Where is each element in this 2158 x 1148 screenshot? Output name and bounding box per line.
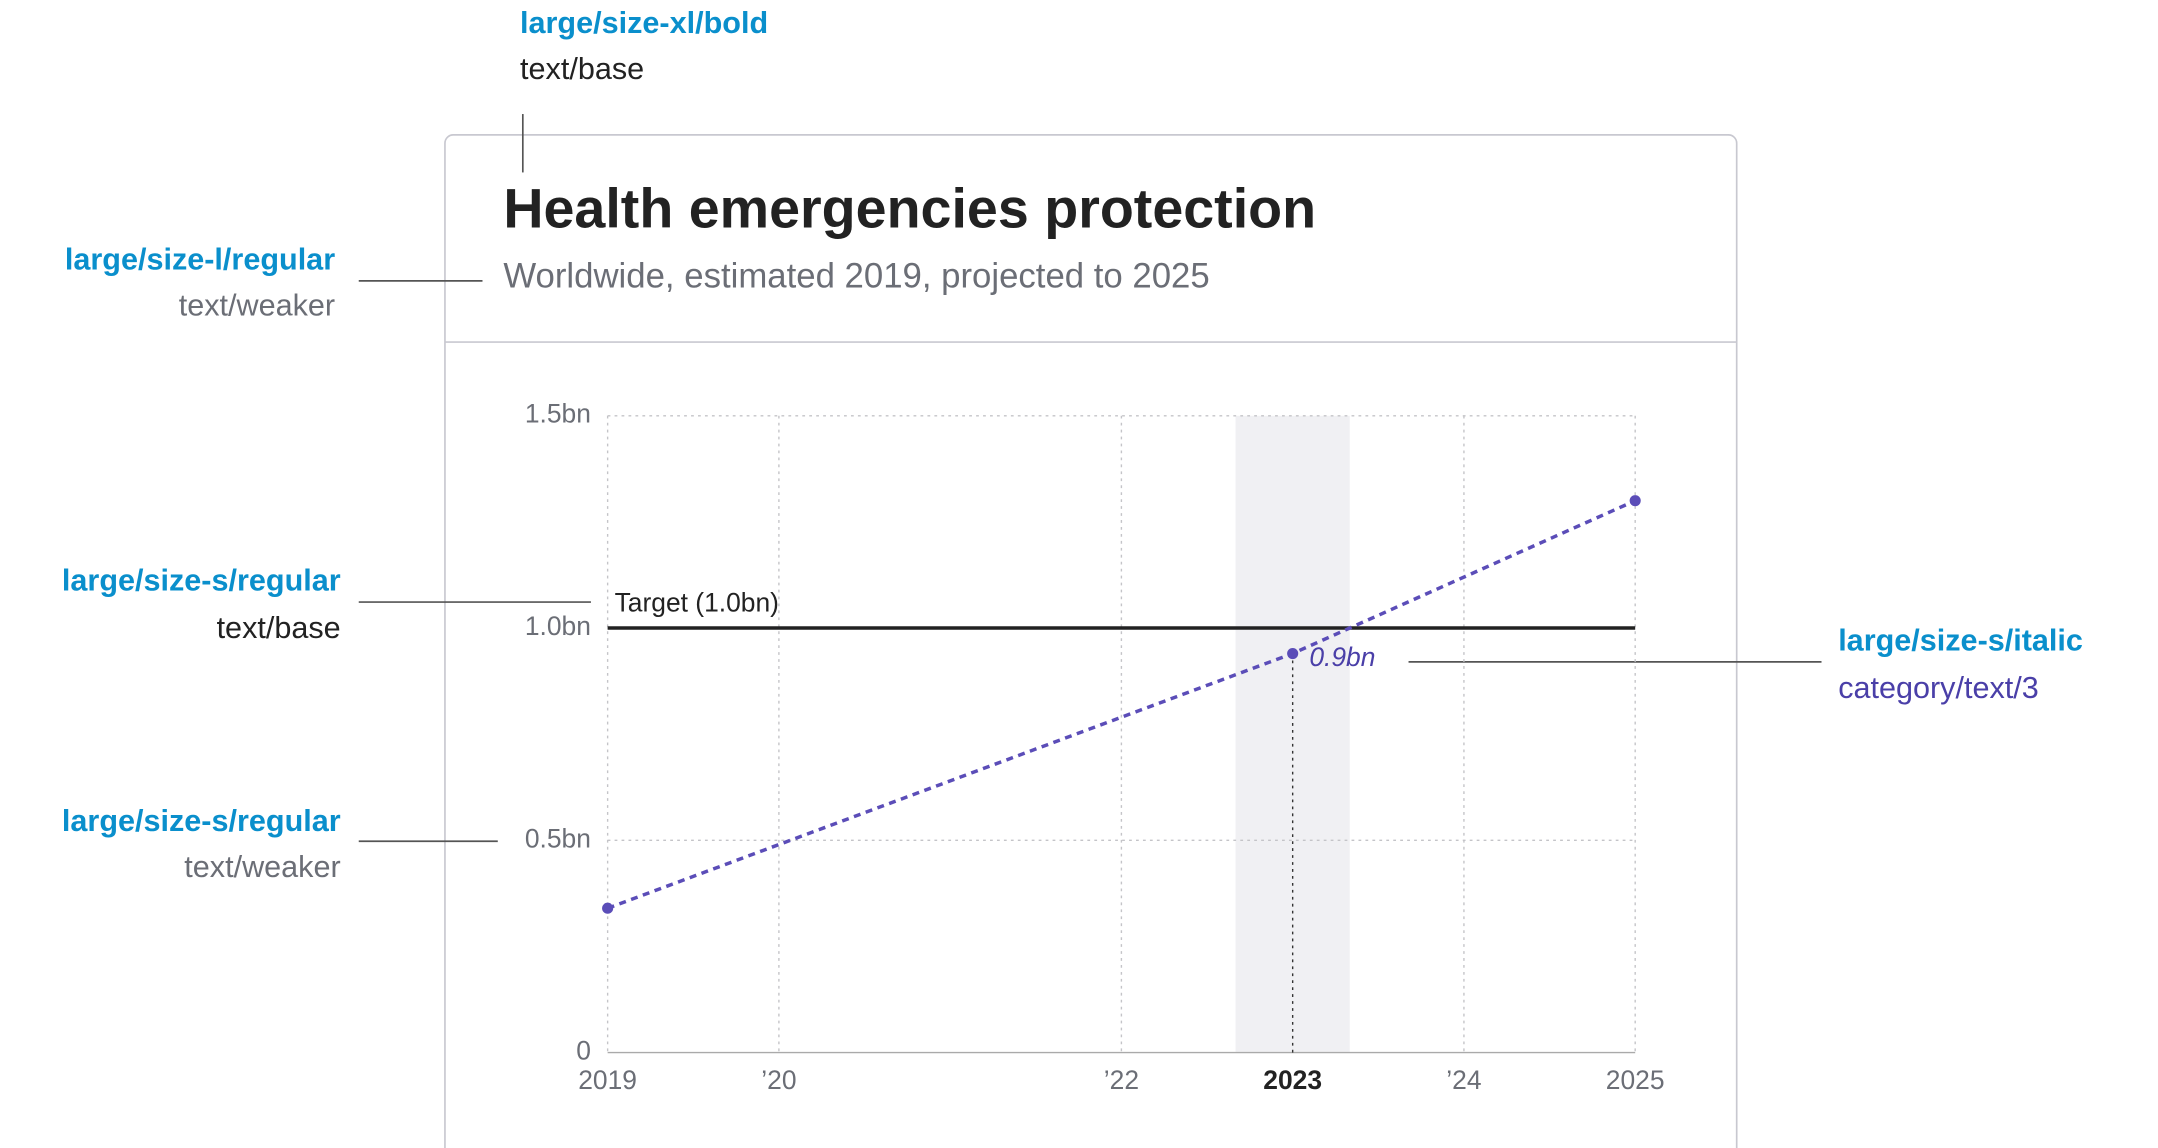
annotation-style: large/size-l/regular bbox=[65, 243, 335, 277]
point bbox=[602, 902, 614, 914]
target-label: Target (1.0bn) bbox=[615, 587, 779, 617]
annotation-style: large/size-s/regular bbox=[62, 564, 341, 598]
highlight-band bbox=[1235, 415, 1350, 1053]
value-label: 0.9bn bbox=[1309, 642, 1375, 672]
annotation-token: category/text/3 bbox=[1838, 671, 2039, 705]
x-tick-label: ’20 bbox=[761, 1065, 796, 1095]
annotation-style: large/size-s/italic bbox=[1838, 623, 2083, 657]
card bbox=[444, 134, 1738, 1148]
point bbox=[1629, 495, 1641, 507]
y-tick-label: 0.5bn bbox=[525, 823, 591, 853]
y-tick-label: 0 bbox=[576, 1036, 591, 1066]
chart-title: Health emergencies protection bbox=[503, 177, 1316, 239]
x-tick-label: 2025 bbox=[1606, 1065, 1665, 1095]
x-tick-label: 2023 bbox=[1263, 1065, 1322, 1095]
annotation-token: text/weaker bbox=[179, 288, 335, 322]
annotation-token: text/base bbox=[520, 52, 644, 86]
chart-subtitle: Worldwide, estimated 2019, projected to … bbox=[503, 257, 1209, 295]
x-tick-label: 2019 bbox=[578, 1065, 637, 1095]
annotation-token: text/weaker bbox=[184, 850, 340, 884]
annotation-token: text/base bbox=[217, 611, 341, 645]
y-tick-label: 1.0bn bbox=[525, 611, 591, 641]
point bbox=[1287, 647, 1299, 660]
x-tick-label: ’24 bbox=[1446, 1065, 1481, 1095]
plot: 0 0.5bn 1.0bn 1.5bn 2019 ’20 ’22 2023 ’24 2025 Tar… bbox=[525, 399, 1665, 1095]
y-tick-label: 1.5bn bbox=[525, 399, 591, 429]
annotation-style: large/size-s/regular bbox=[62, 804, 341, 838]
x-tick-label: ’22 bbox=[1104, 1065, 1139, 1095]
annotation-style: large/size-xl/bold bbox=[520, 6, 768, 40]
